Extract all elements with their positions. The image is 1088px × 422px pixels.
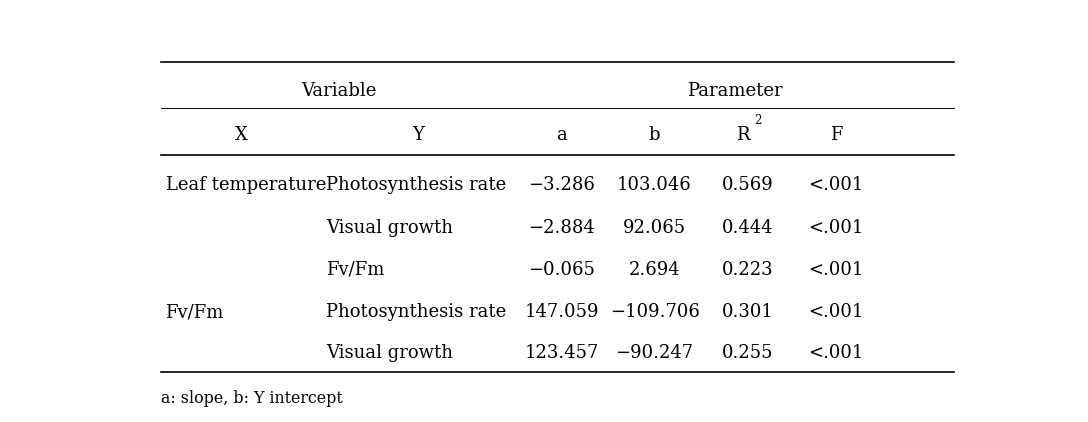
Text: −0.065: −0.065: [529, 261, 595, 279]
Text: 0.223: 0.223: [721, 261, 774, 279]
Text: Photosynthesis rate: Photosynthesis rate: [325, 303, 506, 321]
Text: <.001: <.001: [808, 303, 864, 321]
Text: a: a: [556, 126, 567, 144]
Text: 2.694: 2.694: [629, 261, 680, 279]
Text: F: F: [830, 126, 842, 144]
Text: 0.255: 0.255: [721, 344, 774, 362]
Text: <.001: <.001: [808, 219, 864, 237]
Text: 0.301: 0.301: [721, 303, 774, 321]
Text: Visual growth: Visual growth: [325, 344, 453, 362]
Text: <.001: <.001: [808, 176, 864, 195]
Text: Fv/Fm: Fv/Fm: [325, 261, 384, 279]
Text: Y: Y: [412, 126, 424, 144]
Text: Parameter: Parameter: [687, 82, 782, 100]
Text: Leaf temperature: Leaf temperature: [165, 176, 326, 195]
Text: a: slope, b: Y intercept: a: slope, b: Y intercept: [161, 390, 343, 407]
Text: 123.457: 123.457: [524, 344, 599, 362]
Text: <.001: <.001: [808, 261, 864, 279]
Text: 2: 2: [754, 114, 762, 127]
Text: Photosynthesis rate: Photosynthesis rate: [325, 176, 506, 195]
Text: <.001: <.001: [808, 344, 864, 362]
Text: R: R: [737, 126, 750, 144]
Text: 0.569: 0.569: [721, 176, 774, 195]
Text: X: X: [235, 126, 248, 144]
Text: −3.286: −3.286: [529, 176, 595, 195]
Text: Variable: Variable: [300, 82, 376, 100]
Text: 0.444: 0.444: [721, 219, 774, 237]
Text: Fv/Fm: Fv/Fm: [165, 303, 224, 321]
Text: −90.247: −90.247: [616, 344, 694, 362]
Text: 147.059: 147.059: [524, 303, 599, 321]
Text: −109.706: −109.706: [609, 303, 700, 321]
Text: 103.046: 103.046: [617, 176, 692, 195]
Text: 92.065: 92.065: [623, 219, 687, 237]
Text: Visual growth: Visual growth: [325, 219, 453, 237]
Text: −2.884: −2.884: [529, 219, 595, 237]
Text: b: b: [648, 126, 660, 144]
